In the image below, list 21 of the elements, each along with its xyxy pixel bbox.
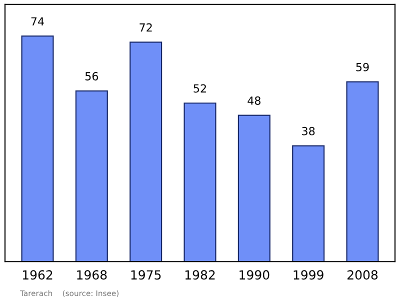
bar: [21, 36, 54, 262]
data-label: 38: [302, 126, 315, 136]
bar: [346, 81, 379, 262]
data-label: 74: [31, 17, 44, 26]
bar: [184, 102, 216, 262]
x-tick-label: 1990: [240, 270, 270, 280]
bar: [130, 42, 162, 262]
data-label: 59: [356, 62, 369, 72]
data-label: 72: [140, 23, 152, 32]
bar: [292, 145, 325, 262]
x-tick-label: 1982: [185, 270, 215, 280]
x-tick-label: 1962: [22, 270, 52, 280]
x-tick-label: 1975: [131, 270, 161, 280]
x-tick-label: 2008: [348, 270, 378, 280]
bar: [238, 114, 270, 262]
data-label: 56: [85, 72, 98, 80]
data-label: 48: [248, 96, 260, 105]
bar: [75, 90, 108, 262]
data-label: 52: [194, 84, 206, 93]
x-tick-label: 1968: [77, 270, 107, 280]
x-tick-label: 1999: [294, 270, 324, 280]
